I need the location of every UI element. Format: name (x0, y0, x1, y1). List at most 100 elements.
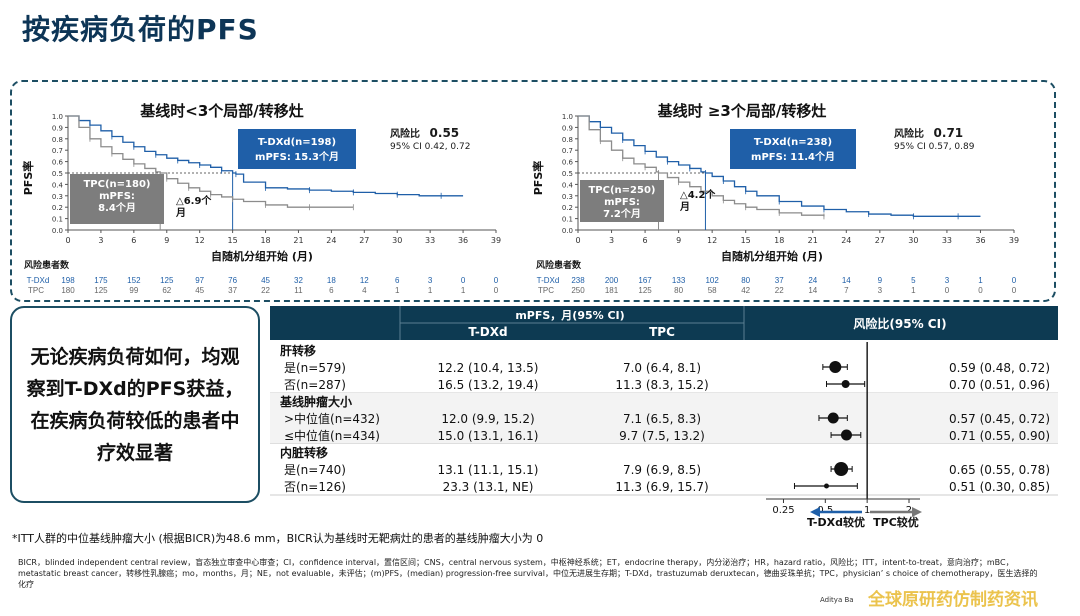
abbreviations: BICR，blinded independent central review，… (18, 558, 1038, 589)
risk-count-tdxd: 0 (493, 276, 499, 285)
y-tick-label: 0.5 (52, 170, 63, 178)
x-tick-label: 0 (575, 236, 580, 245)
km-curves-frame (10, 80, 1056, 302)
hr-point (840, 429, 852, 441)
risk-count-tpc: 62 (162, 286, 172, 295)
risk-count-tpc: 125 (638, 286, 652, 295)
risk-count-tdxd: 1 (978, 276, 983, 285)
risk-count-tdxd: 0 (460, 276, 466, 285)
hr-text: 0.59 (0.48, 0.72) (949, 361, 1050, 375)
y-axis-label: PFS率 (22, 161, 35, 196)
hr-text: 0.51 (0.30, 0.85) (949, 480, 1050, 494)
tpc-mpfs: 7.9 (6.9, 8.5) (623, 463, 701, 477)
risk-count-tdxd: 3 (427, 276, 433, 285)
hr-point (829, 361, 842, 373)
risk-count-tdxd: 6 (394, 276, 400, 285)
x-tick-label: 24 (326, 236, 336, 245)
chart-title: 基线时<3个局部/转移灶 (139, 102, 304, 120)
y-tick-label: 1.0 (562, 113, 573, 121)
risk-count-tpc: 80 (674, 286, 684, 295)
delta-annotation-unit: 月 (679, 201, 690, 213)
y-tick-label: 0.1 (562, 216, 573, 224)
risk-count-tpc: 45 (195, 286, 205, 295)
x-tick-label: 18 (260, 236, 270, 245)
risk-count-tdxd: 14 (841, 276, 851, 285)
x-tick-label: 39 (491, 236, 501, 245)
x-tick-label: 39 (1009, 236, 1019, 245)
risk-count-tdxd: 125 (160, 276, 174, 285)
y-axis-label: PFS率 (532, 161, 545, 196)
series-tdxd-line (578, 115, 981, 217)
forest-x-tick-label: 2 (906, 505, 912, 516)
forest-x-tick-label: 0.25 (772, 505, 794, 516)
risk-count-tpc: 99 (129, 286, 139, 295)
risk-count-tdxd: 238 (571, 276, 585, 285)
hr-text: 0.65 (0.55, 0.78) (949, 463, 1050, 477)
y-tick-label: 0.0 (52, 227, 63, 235)
hr-value: 0.55 (429, 126, 460, 140)
tpc-mpfs-value: 8.4个月 (98, 201, 136, 214)
y-tick-label: 0.6 (52, 159, 64, 167)
risk-count-tdxd: 18 (326, 276, 336, 285)
x-tick-label: 27 (875, 236, 885, 245)
tdxd-mpfs: 15.0 (13.1, 16.1) (438, 429, 539, 443)
risk-count-tpc: 14 (808, 286, 818, 295)
risk-row-label: TPC (538, 286, 554, 295)
x-tick-label: 30 (392, 236, 402, 245)
risk-count-tpc: 7 (844, 286, 849, 295)
y-tick-label: 0.9 (562, 124, 573, 132)
risk-count-tpc: 1 (911, 286, 916, 295)
hr-value: 0.71 (933, 126, 964, 140)
x-tick-label: 6 (643, 236, 648, 245)
risk-count-tpc: 0 (493, 286, 499, 295)
risk-count-tdxd: 32 (294, 276, 303, 285)
forest-x-tick-label: 0.5 (817, 505, 833, 516)
x-tick-label: 12 (707, 236, 717, 245)
y-tick-label: 1.0 (52, 113, 63, 121)
risk-count-tdxd: 0 (1011, 276, 1017, 285)
risk-count-tpc: 6 (329, 286, 334, 295)
risk-table-title: 风险患者数 (536, 261, 582, 271)
tpc-median-box (580, 180, 664, 222)
tdxd-mpfs: 12.2 (10.4, 13.5) (438, 361, 539, 375)
x-axis-label: 自随机分组开始 (月) (721, 249, 823, 262)
hr-text: 0.57 (0.45, 0.72) (949, 412, 1050, 426)
tdxd-median-box (238, 129, 356, 169)
x-tick-label: 18 (774, 236, 784, 245)
citation: Aditya Ba (820, 596, 854, 604)
x-tick-label: 3 (609, 236, 614, 245)
hr-ci: 95% CI 0.42, 0.72 (390, 142, 471, 152)
x-tick-label: 21 (293, 236, 303, 245)
risk-row-label: TPC (28, 286, 44, 295)
x-tick-label: 6 (131, 236, 136, 245)
risk-count-tdxd: 80 (741, 276, 751, 285)
risk-count-tdxd: 167 (638, 276, 652, 285)
row-label: ≤中位值(n=434) (284, 428, 380, 443)
row-label: 是(n=579) (284, 361, 346, 375)
risk-count-tpc: 181 (604, 286, 619, 295)
tpc-mpfs-value: 7.2个月 (603, 207, 641, 220)
conclusion-callout: 无论疾病负荷如何，均观察到T-DXd的PFS获益，在疾病负荷较低的患者中疗效显著 (10, 306, 260, 503)
risk-count-tdxd: 198 (61, 276, 75, 285)
risk-count-tpc: 11 (294, 286, 303, 295)
risk-count-tpc: 1 (427, 286, 433, 295)
hr-point (824, 483, 830, 489)
risk-count-tpc: 125 (94, 286, 108, 295)
header-tpc: TPC (649, 325, 675, 339)
conclusion-text: 无论疾病负荷如何，均观察到T-DXd的PFS获益，在疾病负荷较低的患者中疗效显著 (26, 345, 244, 464)
tpc-mpfs: 11.3 (8.3, 15.2) (615, 378, 708, 392)
y-tick-label: 0.6 (562, 159, 574, 167)
tpc-median-box (70, 174, 164, 224)
forest-x-tick-label: 1 (864, 505, 870, 516)
y-tick-label: 0.7 (562, 147, 573, 155)
header-hr: 风险比(95% CI) (853, 316, 946, 331)
hr-ci: 95% CI 0.57, 0.89 (894, 142, 975, 152)
risk-row-label: T-DXd (536, 276, 560, 285)
tpc-n: TPC(n=180) (83, 179, 150, 190)
tpc-mpfs: 7.0 (6.4, 8.1) (623, 361, 701, 375)
x-tick-label: 30 (908, 236, 918, 245)
risk-count-tpc: 1 (394, 286, 400, 295)
risk-count-tdxd: 3 (944, 276, 950, 285)
series-tpc-line (68, 115, 354, 208)
watermark: 全球原研药仿制药资讯 (868, 590, 1038, 610)
